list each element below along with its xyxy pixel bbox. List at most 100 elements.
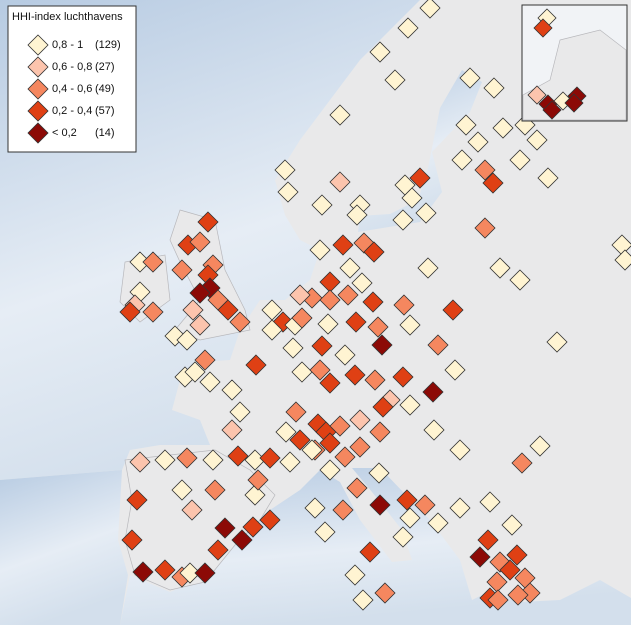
airport-marker bbox=[374, 582, 396, 604]
airport-marker bbox=[369, 494, 391, 516]
airport-marker bbox=[337, 284, 359, 306]
airport-marker bbox=[527, 85, 547, 105]
airport-marker bbox=[393, 294, 415, 316]
airport-marker bbox=[319, 432, 341, 454]
airport-marker bbox=[329, 104, 351, 126]
airport-marker bbox=[417, 257, 439, 279]
iberia-coast bbox=[124, 449, 276, 591]
airport-marker bbox=[369, 421, 391, 443]
airport-marker bbox=[154, 559, 176, 581]
airport-marker bbox=[349, 409, 371, 431]
airport-marker bbox=[171, 259, 193, 281]
airport-marker bbox=[27, 56, 49, 78]
airport-marker bbox=[419, 0, 441, 19]
airport-marker bbox=[142, 301, 164, 323]
airport-marker bbox=[275, 421, 297, 443]
airport-marker bbox=[261, 319, 283, 341]
airport-marker bbox=[409, 167, 431, 189]
airport-marker bbox=[509, 269, 531, 291]
airport-marker bbox=[319, 372, 341, 394]
airport-marker bbox=[352, 589, 374, 611]
airport-marker bbox=[334, 344, 356, 366]
airport-marker bbox=[362, 291, 384, 313]
airport-marker bbox=[459, 67, 481, 89]
airport-marker bbox=[229, 311, 251, 333]
airport-marker bbox=[319, 289, 341, 311]
airport-marker bbox=[311, 194, 333, 216]
airport-marker bbox=[197, 211, 219, 233]
legend-title: HHI-index luchthavens bbox=[12, 11, 123, 23]
legend-count: (27) bbox=[95, 61, 115, 73]
airport-marker bbox=[214, 517, 236, 539]
legend-label: 0,4 - 0,6 bbox=[52, 83, 92, 95]
airport-marker bbox=[329, 171, 351, 193]
airport-marker bbox=[27, 100, 49, 122]
legend-label: < 0,2 bbox=[52, 127, 77, 139]
airport-marker bbox=[176, 329, 198, 351]
airport-marker bbox=[27, 78, 49, 100]
airport-marker bbox=[346, 477, 368, 499]
airport-marker bbox=[199, 371, 221, 393]
airport-marker bbox=[526, 129, 548, 151]
airport-marker bbox=[345, 311, 367, 333]
airport-marker bbox=[483, 77, 505, 99]
airport-marker bbox=[399, 507, 421, 529]
airport-marker bbox=[259, 509, 281, 531]
airport-marker bbox=[317, 313, 339, 335]
airport-marker bbox=[121, 529, 143, 551]
legend-count: (129) bbox=[95, 39, 121, 51]
airport-marker bbox=[469, 546, 491, 568]
airport-marker bbox=[442, 299, 464, 321]
airport-marker bbox=[202, 449, 224, 471]
airport-marker bbox=[392, 366, 414, 388]
airport-marker bbox=[542, 100, 562, 120]
airport-marker bbox=[427, 334, 449, 356]
legend-count: (49) bbox=[95, 83, 115, 95]
airport-marker bbox=[231, 529, 253, 551]
inset-markers bbox=[527, 8, 587, 120]
airport-marker bbox=[129, 451, 151, 473]
airport-marker bbox=[229, 401, 251, 423]
airport-marker bbox=[351, 272, 373, 294]
airport-marker bbox=[189, 282, 211, 304]
airport-marker bbox=[189, 314, 211, 336]
airport-marker bbox=[247, 469, 269, 491]
airport-marker bbox=[533, 18, 553, 38]
airport-marker bbox=[119, 301, 141, 323]
airport-marker bbox=[368, 462, 390, 484]
airport-marker bbox=[204, 479, 226, 501]
airport-marker bbox=[509, 149, 531, 171]
airport-marker bbox=[319, 459, 341, 481]
airport-marker bbox=[301, 439, 323, 461]
airport-marker bbox=[154, 449, 176, 471]
airport-marker bbox=[499, 559, 521, 581]
airport-marker bbox=[444, 359, 466, 381]
airport-marker bbox=[414, 494, 436, 516]
airport-marker bbox=[564, 93, 584, 113]
airport-marker bbox=[282, 337, 304, 359]
airport-marker bbox=[487, 589, 509, 611]
airport-marker bbox=[449, 497, 471, 519]
airport-marker bbox=[427, 512, 449, 534]
airport-marker bbox=[217, 299, 239, 321]
airport-marker bbox=[359, 541, 381, 563]
airport-marker bbox=[179, 562, 201, 584]
airport-marker bbox=[511, 452, 533, 474]
airport-marker bbox=[207, 539, 229, 561]
airport-marker bbox=[142, 251, 164, 273]
airport-marker bbox=[182, 299, 204, 321]
airport-marker bbox=[369, 41, 391, 63]
airport-marker bbox=[477, 529, 499, 551]
airport-markers bbox=[119, 0, 631, 611]
legend-label: 0,8 - 1 bbox=[52, 39, 83, 51]
airport-marker bbox=[132, 561, 154, 583]
airport-marker bbox=[372, 396, 394, 418]
airport-marker bbox=[279, 451, 301, 473]
airport-marker bbox=[399, 394, 421, 416]
airport-marker bbox=[451, 149, 473, 171]
airport-marker bbox=[221, 379, 243, 401]
airport-marker bbox=[311, 335, 333, 357]
airport-marker bbox=[227, 445, 249, 467]
airport-marker bbox=[346, 204, 368, 226]
airport-marker bbox=[27, 34, 49, 56]
